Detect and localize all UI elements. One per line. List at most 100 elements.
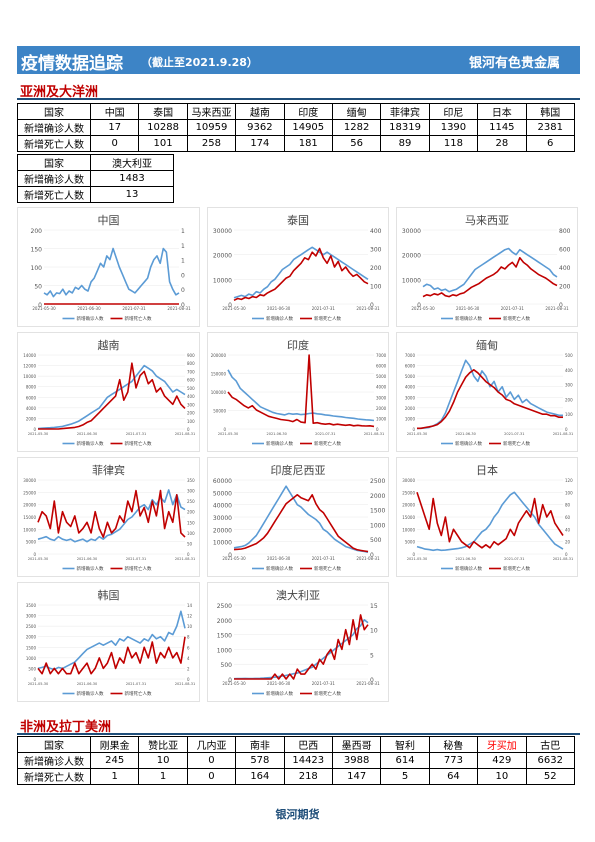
- line-chart: 中国 0 50 100 150 200 0 0 0 1 1 1 2021-05-30 2021-06-30…: [31, 214, 192, 322]
- chart-panel: 日本 0 5000 10000 15000 20000 25000 30000 0 20 40 60 8…: [396, 457, 578, 577]
- country-cell: 牙买加: [477, 736, 527, 753]
- deaths-cell: 0: [186, 768, 237, 785]
- y2-tick-label: 10: [370, 628, 378, 635]
- x-tick-label: 2021-06-30: [77, 557, 97, 561]
- legend-label: 新增确诊人数: [455, 440, 482, 447]
- country-cell: 日本: [477, 103, 527, 120]
- x-tick-label: 2021-08-31: [553, 557, 573, 561]
- chart-title: 越南: [98, 338, 120, 352]
- cases-series-line: [422, 247, 558, 293]
- line-chart: 缅甸 0 1000 2000 3000 4000 5000 6000 7000 0 100 200 30…: [405, 338, 573, 447]
- table-row: 新增死亡人数 13: [17, 186, 174, 203]
- y-tick-label: 10000: [402, 277, 421, 284]
- country-cell: 秘鲁: [428, 736, 479, 753]
- y-tick-label: 15000: [402, 515, 415, 520]
- y-tick-label: 5000: [405, 540, 416, 545]
- y-tick-label: 15000: [23, 515, 36, 520]
- cases-series-line: [37, 610, 186, 671]
- y2-tick-label: 0: [370, 552, 374, 559]
- table-row: 新增死亡人数 0 101 258 174 181 56 89 118 28 6: [17, 135, 575, 152]
- y-tick-label: 7000: [405, 353, 416, 358]
- y-tick-label: 150000: [211, 372, 227, 377]
- y-tick-label: 10000: [23, 527, 36, 532]
- y2-tick-label: 100: [187, 419, 195, 424]
- cases-cell: 3988: [331, 752, 382, 769]
- y-tick-label: 20000: [213, 527, 232, 534]
- row-label: 新增死亡人数: [17, 135, 91, 152]
- y2-tick-label: 100: [370, 284, 382, 291]
- country-cell: 巴西: [283, 736, 333, 753]
- cases-cell: 14423: [283, 752, 333, 769]
- brand-name: 银河有色贵金属: [468, 56, 560, 71]
- deaths-cell: 174: [235, 135, 285, 152]
- country-cell: 南非: [235, 736, 285, 753]
- legend-label: 新增确诊人数: [77, 315, 104, 322]
- cases-cell: 9362: [235, 119, 285, 136]
- y-tick-label: 0: [33, 427, 36, 432]
- cases-series-line: [227, 369, 375, 422]
- cases-cell: 10: [138, 752, 188, 769]
- y2-tick-label: 1: [181, 228, 185, 235]
- line-chart: 菲律宾 0 5000 10000 15000 20000 25000 30000 0 50 100 1…: [23, 463, 195, 572]
- x-tick-label: 2021-08-31: [553, 432, 573, 436]
- row-label: 新增死亡人数: [17, 186, 91, 203]
- y-tick-label: 30000: [402, 228, 421, 235]
- y2-tick-label: 500: [187, 386, 195, 391]
- y2-tick-label: 300: [565, 383, 573, 388]
- y-tick-label: 10000: [213, 540, 232, 547]
- y2-tick-label: 5: [370, 652, 374, 659]
- y-tick-label: 2500: [26, 624, 37, 629]
- section-divider: [17, 98, 580, 100]
- y-tick-label: 2000: [405, 406, 416, 411]
- chart-panel: 缅甸 0 1000 2000 3000 4000 5000 6000 7000 0 100 200 30…: [396, 332, 578, 452]
- y-tick-label: 100: [31, 265, 43, 272]
- y2-tick-label: 350: [187, 478, 195, 483]
- x-tick-label: 2021-07-31: [126, 557, 146, 561]
- deaths-cell: 1: [89, 768, 140, 785]
- y-tick-label: 8000: [26, 385, 37, 390]
- y2-tick-label: 80: [565, 503, 571, 508]
- x-tick-label: 2021-07-31: [312, 681, 336, 686]
- y-tick-label: 10000: [213, 277, 232, 284]
- deaths-series-line: [233, 247, 369, 302]
- y-tick-label: 1000: [217, 647, 232, 654]
- chart-panel: 马来西亚 0 10000 20000 30000 0 200 400 600 800 2021-05…: [396, 207, 578, 327]
- page-title: 疫情数据追踪: [21, 54, 123, 74]
- y2-tick-label: 500: [565, 353, 573, 358]
- y2-tick-label: 0: [559, 302, 563, 309]
- cases-cell: 578: [235, 752, 285, 769]
- y-tick-label: 0: [417, 302, 421, 309]
- line-chart: 印度 0 50000 100000 150000 200000 0 1000 2000 3000 4…: [211, 338, 387, 447]
- legend-label: 新增死亡人数: [503, 315, 530, 322]
- legend-label: 新增确诊人数: [77, 565, 104, 572]
- x-tick-label: 2021-07-31: [312, 556, 336, 561]
- y-tick-label: 4000: [26, 406, 37, 411]
- y-tick-label: 1000: [405, 416, 416, 421]
- y2-tick-label: 0: [376, 427, 379, 432]
- x-tick-label: 2021-07-31: [504, 557, 524, 561]
- row-label: 国家: [17, 736, 91, 753]
- y2-tick-label: 0: [181, 287, 185, 294]
- legend-label: 新增死亡人数: [314, 440, 341, 447]
- y-tick-label: 5000: [405, 374, 416, 379]
- country-cell: 缅甸: [331, 103, 382, 120]
- y-tick-label: 1500: [217, 633, 232, 640]
- deaths-series-line: [416, 492, 564, 549]
- y2-tick-label: 300: [187, 402, 195, 407]
- country-cell: 赞比亚: [138, 736, 188, 753]
- y-tick-label: 200000: [211, 353, 227, 358]
- y-tick-label: 30000: [213, 228, 232, 235]
- country-cell: 印度: [283, 103, 333, 120]
- x-tick-label: 2021-05-30: [32, 306, 56, 311]
- y-tick-label: 50000: [213, 490, 232, 497]
- cases-cell: 1483: [90, 170, 174, 187]
- y-tick-label: 30000: [23, 478, 36, 483]
- legend-label: 新增确诊人数: [266, 315, 293, 322]
- y2-tick-label: 14: [187, 603, 193, 608]
- deaths-cell: 52: [525, 768, 575, 785]
- y-tick-label: 3500: [26, 603, 37, 608]
- y2-tick-label: 1000: [376, 416, 387, 421]
- line-chart: 越南 0 2000 4000 6000 8000 10000 12000 14000 0 100 20…: [23, 338, 195, 447]
- y-tick-label: 20000: [402, 253, 421, 260]
- cases-series-line: [416, 491, 564, 552]
